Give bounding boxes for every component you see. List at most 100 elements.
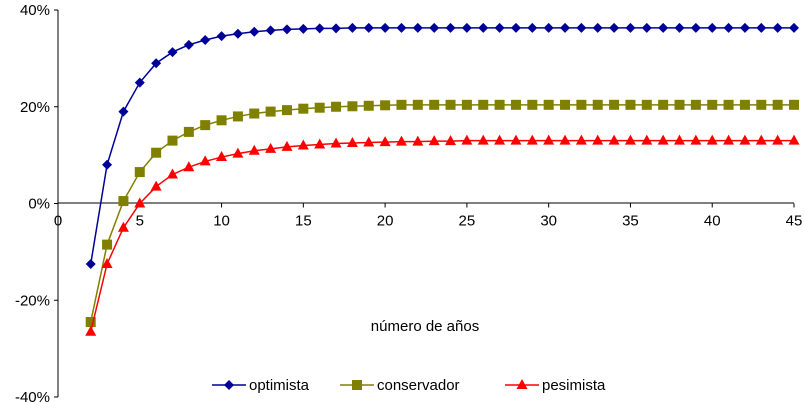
data-point-pesimista — [330, 137, 342, 148]
data-point-pesimista — [772, 134, 784, 145]
data-point-optimista — [151, 58, 162, 69]
data-point-conservador — [576, 99, 587, 110]
data-point-conservador — [118, 196, 129, 207]
data-point-pesimista — [248, 144, 260, 155]
data-point-optimista — [723, 22, 734, 33]
data-point-conservador — [314, 102, 325, 113]
data-point-conservador — [445, 99, 456, 110]
data-point-pesimista — [265, 142, 277, 153]
data-point-conservador — [560, 99, 571, 110]
data-point-optimista — [134, 77, 145, 88]
data-point-optimista — [265, 25, 276, 36]
data-point-optimista — [232, 28, 243, 39]
x-tick-label: 35 — [622, 213, 639, 230]
series-line-optimista — [89, 27, 794, 265]
data-point-conservador — [134, 167, 145, 178]
data-point-optimista — [658, 22, 669, 33]
y-tick-label: 0% — [28, 196, 50, 213]
x-tick-label: 30 — [540, 213, 557, 230]
data-point-optimista — [592, 22, 603, 33]
y-tick-label: -20% — [15, 292, 50, 309]
data-point-conservador — [265, 106, 276, 117]
data-point-pesimista — [281, 140, 293, 151]
data-point-optimista — [396, 22, 407, 33]
data-point-conservador — [183, 126, 194, 137]
y-tick-label: 40% — [20, 2, 50, 19]
data-point-conservador — [380, 100, 391, 111]
data-point-pesimista — [641, 134, 653, 145]
legend-item-optimista: optimista — [212, 377, 310, 394]
data-point-conservador — [609, 99, 620, 110]
data-point-pesimista — [575, 134, 587, 145]
data-point-pesimista — [706, 134, 718, 145]
data-point-optimista — [216, 31, 227, 42]
data-point-optimista — [625, 22, 636, 33]
data-point-conservador — [723, 99, 734, 110]
data-point-pesimista — [494, 134, 506, 145]
data-point-pesimista — [117, 221, 129, 232]
y-ticks: -40% -20% 0% 20% 40% — [15, 2, 58, 403]
y-tick-label: 20% — [20, 99, 50, 116]
legend-label: conservador — [377, 377, 460, 394]
data-point-conservador — [739, 99, 750, 110]
data-point-pesimista — [199, 155, 211, 166]
x-axis-title: número de años — [371, 318, 479, 335]
data-point-pesimista — [657, 134, 669, 145]
legend-item-pesimista: pesimista — [505, 377, 606, 394]
data-point-conservador — [625, 99, 636, 110]
data-point-optimista — [85, 258, 96, 269]
data-point-pesimista — [183, 161, 195, 172]
series-pesimista — [85, 134, 800, 336]
data-point-conservador — [396, 99, 407, 110]
data-point-conservador — [658, 99, 669, 110]
data-point-pesimista — [477, 134, 489, 145]
data-point-pesimista — [134, 197, 146, 208]
data-point-optimista — [429, 22, 440, 33]
data-point-conservador — [707, 99, 718, 110]
legend-item-conservador: conservador — [340, 377, 460, 394]
data-point-pesimista — [346, 137, 358, 148]
data-point-pesimista — [101, 257, 113, 268]
data-point-optimista — [461, 22, 472, 33]
data-point-pesimista — [461, 134, 473, 145]
data-point-optimista — [118, 106, 129, 117]
data-point-optimista — [445, 22, 456, 33]
data-point-optimista — [478, 22, 489, 33]
data-point-pesimista — [592, 134, 604, 145]
legend: optimista conservador pesimista — [212, 377, 606, 394]
data-point-conservador — [494, 99, 505, 110]
x-tick-label: 20 — [377, 213, 394, 230]
data-point-conservador — [363, 100, 374, 111]
series-optimista — [85, 22, 799, 269]
data-point-optimista — [331, 23, 342, 34]
data-point-conservador — [281, 105, 292, 116]
legend-label: optimista — [249, 377, 310, 394]
x-tick-label: 0 — [54, 213, 62, 230]
data-point-optimista — [789, 22, 799, 33]
data-point-pesimista — [216, 151, 228, 162]
data-point-pesimista — [232, 147, 244, 158]
x-tick-label: 45 — [786, 213, 803, 230]
data-point-optimista — [739, 22, 750, 33]
data-point-optimista — [200, 34, 211, 45]
x-tick-label: 5 — [136, 213, 144, 230]
x-tick-label: 40 — [704, 213, 721, 230]
data-point-pesimista — [379, 136, 391, 147]
data-point-pesimista — [608, 134, 620, 145]
data-point-conservador — [249, 108, 260, 119]
data-point-optimista — [314, 23, 325, 34]
data-point-conservador — [200, 120, 211, 131]
series-line-conservador — [89, 104, 794, 323]
data-point-conservador — [756, 99, 767, 110]
data-point-pesimista — [412, 135, 424, 146]
data-point-pesimista — [624, 134, 636, 145]
data-point-conservador — [151, 147, 162, 158]
data-point-conservador — [298, 103, 309, 114]
data-point-conservador — [478, 99, 489, 110]
data-point-optimista — [494, 22, 505, 33]
x-tick-label: 25 — [459, 213, 476, 230]
data-point-optimista — [756, 22, 767, 33]
series-line-pesimista — [89, 139, 794, 332]
data-point-pesimista — [314, 138, 326, 149]
